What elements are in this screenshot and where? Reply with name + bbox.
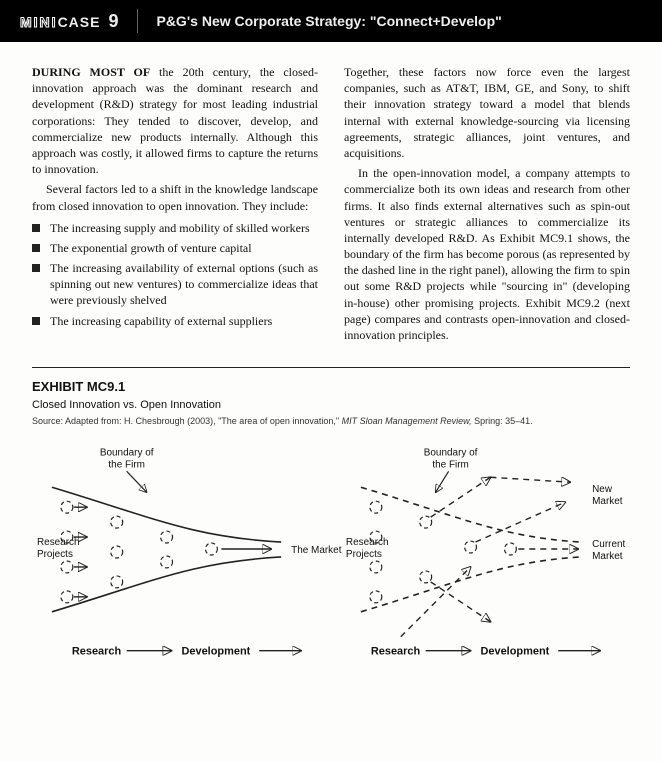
header-outline: MINICASE [20, 13, 100, 32]
bullet-item: The increasing availability of external … [32, 260, 318, 309]
svg-text:Projects: Projects [346, 549, 382, 560]
exhibit-diagram: Boundary of the Firm [32, 437, 630, 667]
bullet-item: The increasing capability of external su… [32, 313, 318, 329]
svg-text:Development: Development [481, 645, 550, 657]
right-p1: Together, these factors now force even t… [344, 64, 630, 161]
svg-text:Research: Research [37, 537, 80, 548]
exhibit-subtitle: Closed Innovation vs. Open Innovation [32, 398, 630, 413]
header-title: P&G's New Corporate Strategy: "Connect+D… [156, 12, 501, 31]
left-bullets: The increasing supply and mobility of sk… [32, 220, 318, 329]
closed-projects [61, 501, 217, 603]
bullet-item: The increasing supply and mobility of sk… [32, 220, 318, 236]
closed-innovation-panel: Boundary of the Firm [37, 447, 342, 657]
svg-text:Boundary of: Boundary of [424, 447, 478, 458]
right-column: Together, these factors now force even t… [344, 64, 630, 347]
svg-text:Research: Research [346, 537, 389, 548]
header-number: 9 [108, 9, 119, 33]
svg-text:Boundary of: Boundary of [100, 447, 154, 458]
svg-text:Research: Research [371, 645, 421, 657]
left-p2: Several factors led to a shift in the kn… [32, 181, 318, 213]
svg-text:New: New [592, 484, 613, 495]
body-columns: DURING MOST OF the 20th century, the clo… [0, 42, 662, 347]
header-divider [137, 9, 138, 33]
open-innovation-panel: Boundary of the Firm [346, 447, 626, 657]
left-p1: DURING MOST OF the 20th century, the clo… [32, 64, 318, 177]
svg-text:Market: Market [592, 496, 623, 507]
svg-text:Research: Research [72, 645, 122, 657]
exhibit-source: Source: Adapted from: H. Chesbrough (200… [32, 415, 630, 427]
exhibit-block: EXHIBIT MC9.1 Closed Innovation vs. Open… [32, 367, 630, 671]
svg-text:the Firm: the Firm [432, 459, 469, 470]
header-bar: MINICASE 9 P&G's New Corporate Strategy:… [0, 0, 662, 42]
svg-text:Projects: Projects [37, 549, 73, 560]
svg-text:Development: Development [182, 645, 251, 657]
exhibit-title: EXHIBIT MC9.1 [32, 378, 630, 396]
left-column: DURING MOST OF the 20th century, the clo… [32, 64, 318, 347]
header-label: MINICASE 9 [20, 9, 119, 33]
bullet-item: The exponential growth of venture capita… [32, 240, 318, 256]
right-p2: In the open-innovation model, a company … [344, 165, 630, 343]
svg-text:the Firm: the Firm [108, 459, 145, 470]
svg-text:Market: Market [592, 551, 623, 562]
svg-text:The Market: The Market [291, 545, 342, 556]
svg-text:Current: Current [592, 539, 625, 550]
